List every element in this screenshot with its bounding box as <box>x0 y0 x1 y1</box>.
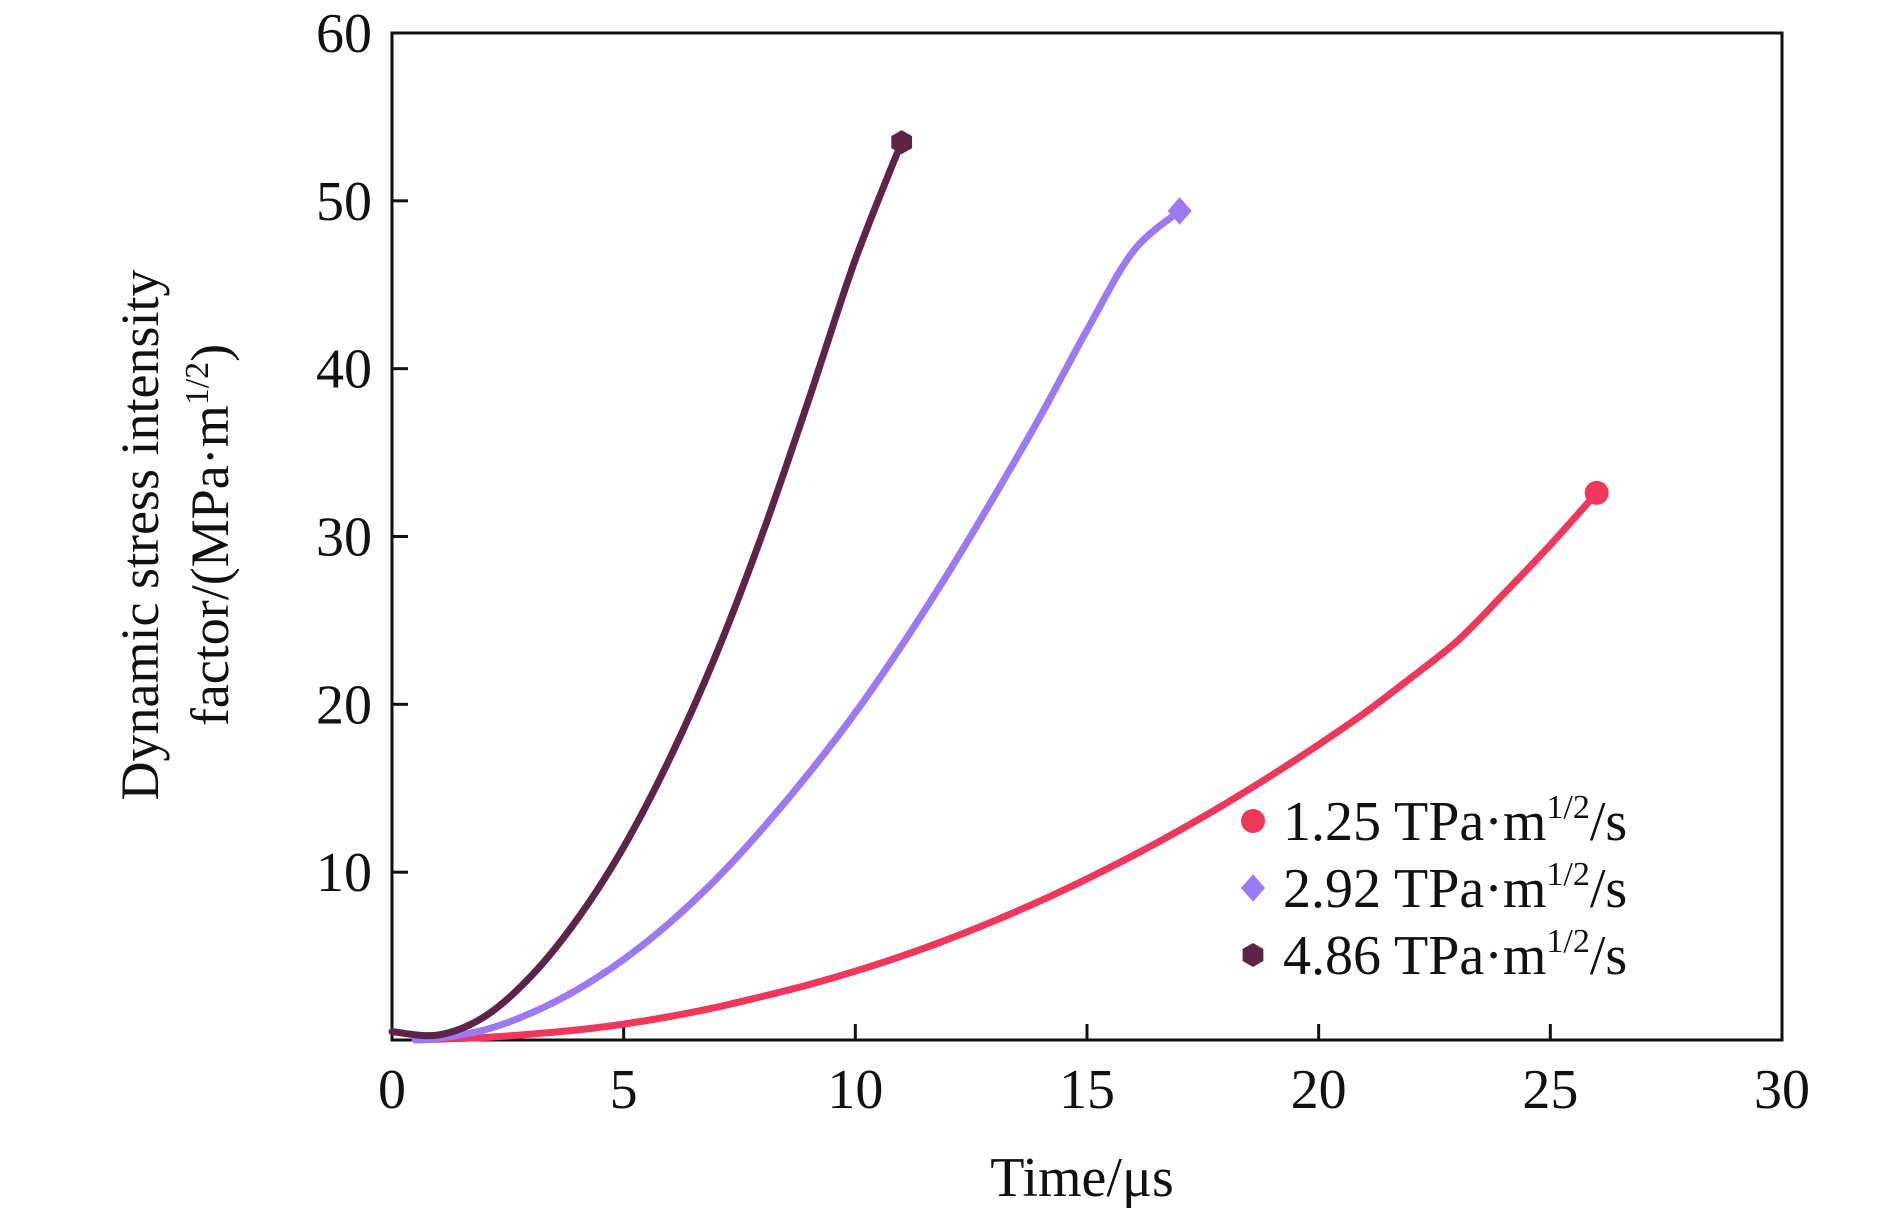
y-axis-label-line1: Dynamic stress intensity <box>110 270 170 801</box>
legend-label-base: 1.25 TPa·m <box>1283 791 1546 853</box>
series-line <box>411 207 1184 1044</box>
series-line <box>388 138 906 1040</box>
legend-marker <box>1241 874 1265 902</box>
series-layer <box>388 130 1609 1044</box>
legend-marker <box>1241 809 1265 833</box>
series-end-marker <box>1584 480 1609 505</box>
y-tick-label: 40 <box>316 339 372 401</box>
legend-label-tail: /s <box>1590 925 1627 987</box>
series-end-marker <box>891 130 913 155</box>
legend-item: 4.86 TPa·m1/2/s <box>1242 923 1627 987</box>
x-tick-label: 25 <box>1522 1059 1578 1121</box>
series-1 <box>411 480 1609 1044</box>
y-tick-label: 50 <box>316 171 372 233</box>
y-tick-label: 30 <box>316 507 372 569</box>
x-tick-label: 0 <box>378 1059 406 1121</box>
legend-marker <box>1242 943 1264 967</box>
y-tick-label: 20 <box>316 674 372 736</box>
x-tick-label: 20 <box>1291 1059 1347 1121</box>
legend-label: 2.92 TPa·m1/2/s <box>1283 856 1627 920</box>
y-axis-label-line2: factor/(MPa·m1/2) <box>179 344 240 726</box>
legend-label: 1.25 TPa·m1/2/s <box>1283 789 1627 853</box>
y-axis-label-line2-base: factor/(MPa·m <box>180 405 240 726</box>
legend-label-sup: 1/2 <box>1546 856 1589 893</box>
legend: 1.25 TPa·m1/2/s2.92 TPa·m1/2/s4.86 TPa·m… <box>1241 789 1627 987</box>
legend-item: 1.25 TPa·m1/2/s <box>1241 789 1627 853</box>
legend-label-sup: 1/2 <box>1546 789 1589 826</box>
x-axis-label: Time/μs <box>990 1147 1174 1209</box>
series-2 <box>411 197 1192 1044</box>
x-tick-label: 10 <box>827 1059 883 1121</box>
x-tick-label: 30 <box>1754 1059 1810 1121</box>
legend-label: 4.86 TPa·m1/2/s <box>1283 923 1627 987</box>
y-tick-label: 60 <box>316 3 372 65</box>
series-end-marker <box>1167 197 1192 225</box>
axes: 0 5 10 15 20 25 30 10 20 30 40 50 60 <box>316 3 1810 1121</box>
y-axis-label-line2-tail: ) <box>180 344 240 362</box>
y-axis-label: Dynamic stress intensity factor/(MPa·m1/… <box>110 270 240 801</box>
x-tick-label: 5 <box>610 1059 638 1121</box>
legend-label-base: 4.86 TPa·m <box>1283 925 1546 987</box>
y-tick-label: 10 <box>316 842 372 904</box>
series-3 <box>388 130 913 1040</box>
x-tick-label: 15 <box>1059 1059 1115 1121</box>
legend-item: 2.92 TPa·m1/2/s <box>1241 856 1627 920</box>
legend-label-base: 2.92 TPa·m <box>1283 858 1546 920</box>
legend-label-tail: /s <box>1590 791 1627 853</box>
legend-label-tail: /s <box>1590 858 1627 920</box>
series-line <box>411 489 1601 1044</box>
y-axis-label-line2-sup: 1/2 <box>179 362 216 405</box>
legend-label-sup: 1/2 <box>1546 923 1589 960</box>
